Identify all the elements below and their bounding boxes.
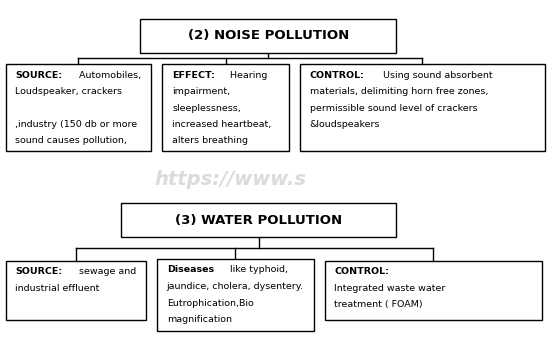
FancyBboxPatch shape <box>121 203 396 237</box>
FancyBboxPatch shape <box>300 64 544 151</box>
Text: sound causes pollution,: sound causes pollution, <box>15 136 127 145</box>
Text: treatment ( FOAM): treatment ( FOAM) <box>334 300 423 310</box>
Text: materials, delimiting horn free zones,: materials, delimiting horn free zones, <box>310 87 488 97</box>
Text: Loudspeaker, crackers: Loudspeaker, crackers <box>15 87 123 97</box>
Text: industrial effluent: industrial effluent <box>15 284 100 293</box>
Text: sewage and: sewage and <box>76 267 136 276</box>
FancyBboxPatch shape <box>6 261 146 320</box>
Text: EFFECT:: EFFECT: <box>172 71 215 80</box>
Text: jaundice, cholera, dysentery.: jaundice, cholera, dysentery. <box>167 282 304 292</box>
Text: (3) WATER POLLUTION: (3) WATER POLLUTION <box>175 214 342 227</box>
Text: https://www.s: https://www.s <box>154 170 306 189</box>
Text: Diseases: Diseases <box>167 265 214 275</box>
Text: (2) NOISE POLLUTION: (2) NOISE POLLUTION <box>188 29 349 42</box>
Text: Using sound absorbent: Using sound absorbent <box>381 71 493 80</box>
Text: Eutrophication,Bio: Eutrophication,Bio <box>167 299 254 308</box>
Text: CONTROL:: CONTROL: <box>334 267 389 276</box>
Text: alters breathing: alters breathing <box>172 136 248 145</box>
Text: Automobiles,: Automobiles, <box>76 71 141 80</box>
Text: increased heartbeat,: increased heartbeat, <box>172 120 271 129</box>
Text: permissible sound level of crackers: permissible sound level of crackers <box>310 104 477 113</box>
FancyBboxPatch shape <box>162 64 289 151</box>
Text: Hearing: Hearing <box>228 71 268 80</box>
Text: like typhoid,: like typhoid, <box>228 265 288 275</box>
FancyBboxPatch shape <box>324 261 542 320</box>
FancyBboxPatch shape <box>140 19 396 53</box>
Text: CONTROL:: CONTROL: <box>310 71 365 80</box>
Text: impairment,: impairment, <box>172 87 230 97</box>
FancyBboxPatch shape <box>157 259 314 331</box>
Text: SOURCE:: SOURCE: <box>15 267 63 276</box>
Text: sleeplessness,: sleeplessness, <box>172 104 241 113</box>
Text: Integrated waste water: Integrated waste water <box>334 284 446 293</box>
Text: SOURCE:: SOURCE: <box>15 71 63 80</box>
FancyBboxPatch shape <box>6 64 151 151</box>
Text: magnification: magnification <box>167 315 232 324</box>
Text: ,industry (150 db or more: ,industry (150 db or more <box>15 120 138 129</box>
Text: &loudspeakers: &loudspeakers <box>310 120 380 129</box>
